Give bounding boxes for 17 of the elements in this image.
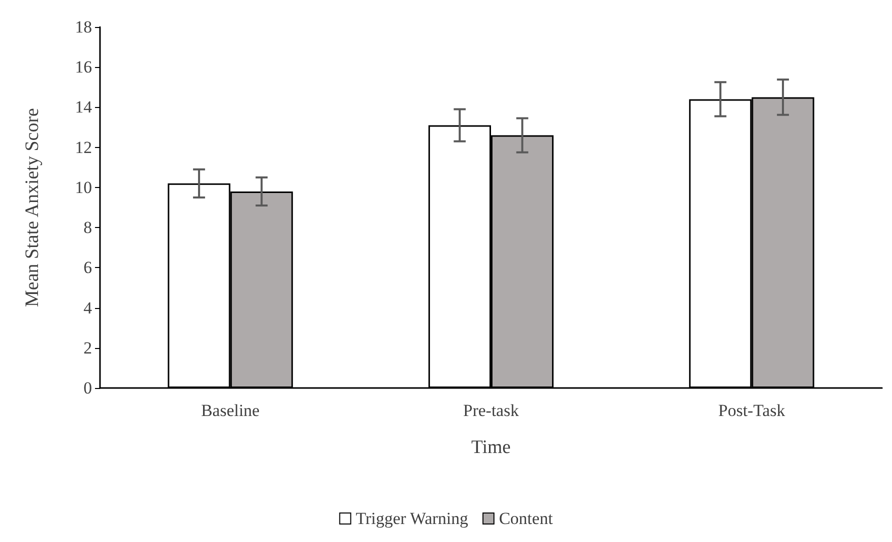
legend-label: Trigger Warning [356, 509, 469, 528]
y-tick-label: 8 [84, 218, 92, 238]
x-tick-label: Pre-task [463, 401, 520, 420]
y-tick-label: 14 [75, 98, 92, 117]
y-tick-label: 18 [75, 18, 92, 36]
y-tick-label: 0 [84, 378, 92, 398]
x-axis-title: Time [471, 437, 511, 458]
y-tick-label: 2 [84, 338, 92, 358]
y-tick-label: 16 [75, 58, 92, 77]
y-axis-title: Mean State Anxiety Score [22, 108, 43, 307]
y-tick-label: 6 [84, 258, 92, 278]
y-tick-label: 10 [75, 178, 92, 197]
y-tick-label: 4 [84, 298, 92, 318]
legend-label: Content [498, 509, 554, 528]
x-tick-label: Baseline [201, 401, 260, 420]
x-tick-label: Post-Task [718, 401, 786, 420]
y-tick-label: 12 [75, 138, 92, 157]
